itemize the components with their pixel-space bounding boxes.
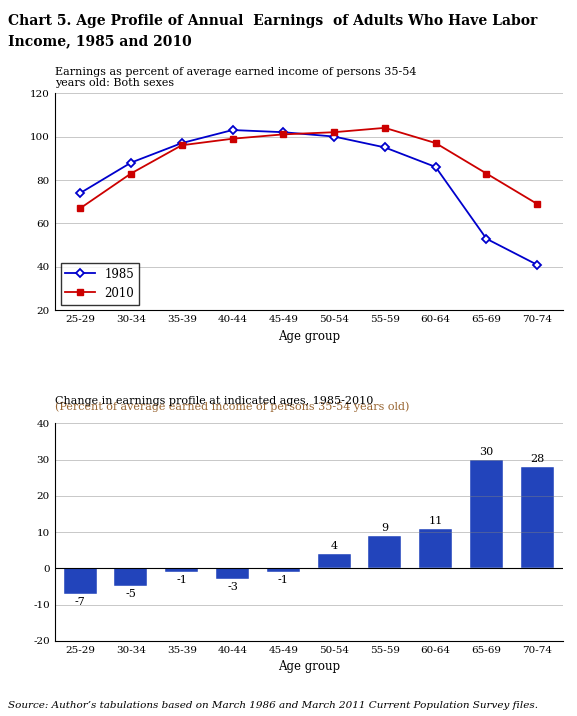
1985 xyxy=(381,143,388,152)
Bar xyxy=(419,528,452,569)
Text: (Percent of average earned income of persons 35-54 years old): (Percent of average earned income of per… xyxy=(55,401,409,412)
2010 xyxy=(534,200,541,208)
Bar xyxy=(520,467,554,569)
Text: 28: 28 xyxy=(530,454,544,464)
Bar xyxy=(267,569,300,572)
Bar xyxy=(470,460,503,569)
1985 xyxy=(128,158,134,167)
Text: 4: 4 xyxy=(331,541,338,551)
Bar xyxy=(317,554,351,569)
2010 xyxy=(128,169,134,178)
Text: -1: -1 xyxy=(177,575,187,585)
Bar xyxy=(216,569,249,579)
2010 xyxy=(432,139,439,147)
1985 xyxy=(432,163,439,171)
1985 xyxy=(178,139,185,147)
Text: -1: -1 xyxy=(278,575,288,585)
Text: Chart 5. Age Profile of Annual  Earnings  of Adults Who Have Labor: Chart 5. Age Profile of Annual Earnings … xyxy=(8,14,537,29)
Legend: 1985, 2010: 1985, 2010 xyxy=(61,263,139,304)
Text: -3: -3 xyxy=(227,582,238,592)
1985 xyxy=(77,189,84,198)
2010 xyxy=(229,135,236,143)
Text: Earnings as percent of average earned income of persons 35-54
years old: Both se: Earnings as percent of average earned in… xyxy=(55,67,417,88)
Bar xyxy=(63,569,97,594)
Text: -7: -7 xyxy=(75,596,85,606)
Text: 11: 11 xyxy=(429,516,443,526)
1985 xyxy=(534,261,541,269)
Bar xyxy=(165,569,198,572)
2010 xyxy=(77,204,84,213)
Text: 9: 9 xyxy=(381,523,388,533)
1985 xyxy=(331,132,338,141)
1985 xyxy=(483,234,490,243)
2010 xyxy=(331,128,338,137)
Bar xyxy=(114,569,148,586)
2010 xyxy=(381,124,388,132)
Text: Income, 1985 and 2010: Income, 1985 and 2010 xyxy=(8,34,191,49)
Text: Source: Author’s tabulations based on March 1986 and March 2011 Current Populati: Source: Author’s tabulations based on Ma… xyxy=(8,701,538,710)
Text: 30: 30 xyxy=(479,447,493,457)
1985 xyxy=(280,128,287,137)
Line: 1985: 1985 xyxy=(77,127,540,268)
2010 xyxy=(178,141,185,150)
Text: Change in earnings profile at indicated ages, 1985-2010: Change in earnings profile at indicated … xyxy=(55,396,373,406)
Text: -5: -5 xyxy=(126,589,136,599)
Bar xyxy=(368,536,402,569)
X-axis label: Age group: Age group xyxy=(278,330,340,343)
Line: 2010: 2010 xyxy=(77,125,540,211)
2010 xyxy=(483,169,490,178)
X-axis label: Age group: Age group xyxy=(278,660,340,673)
1985 xyxy=(229,126,236,135)
2010 xyxy=(280,130,287,139)
